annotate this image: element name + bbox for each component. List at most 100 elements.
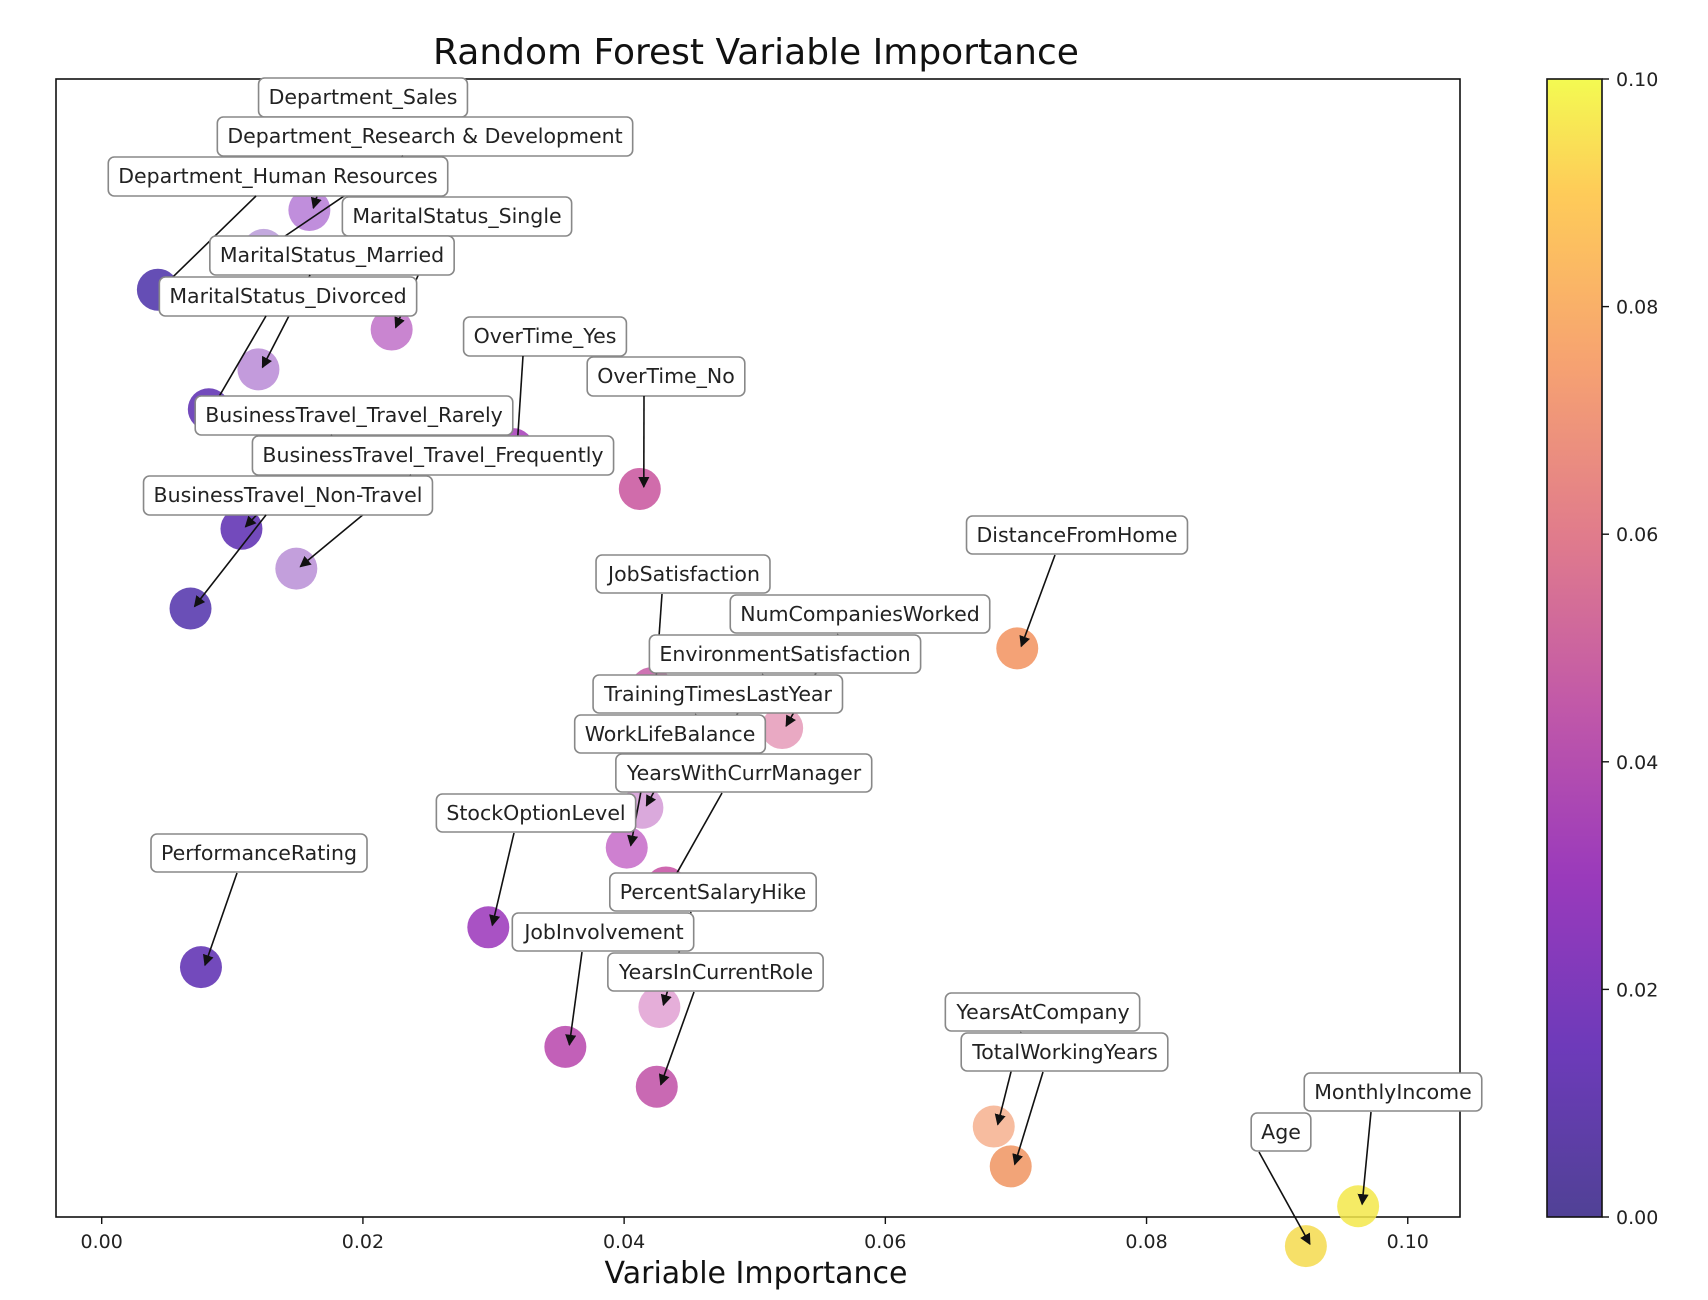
point-label: OverTime_Yes	[474, 324, 617, 349]
point-label: Age	[1261, 1120, 1301, 1144]
x-tick-label: 0.02	[342, 1231, 384, 1253]
point-annotation: YearsAtCompany	[944, 992, 1141, 1032]
point-label: WorkLifeBalance	[585, 722, 756, 746]
point-label-box	[592, 674, 844, 714]
point-arrow	[1019, 554, 1056, 648]
point-annotation: Department_Research & Development	[216, 116, 634, 157]
point-label-box	[194, 395, 514, 436]
colorbar	[1546, 78, 1603, 1218]
point-label-box	[965, 515, 1189, 555]
point-annotation: OverTime_Yes	[462, 316, 628, 357]
point-label: MonthlyIncome	[1314, 1080, 1472, 1104]
point-label-box	[608, 872, 818, 912]
point-label-box	[107, 156, 449, 197]
point-annotation: StockOptionLevel	[435, 793, 637, 833]
scatter-point	[467, 906, 510, 949]
scatter-point	[989, 1145, 1032, 1188]
point-annotation: TrainingTimesLastYear	[592, 674, 844, 714]
x-axis-label: Variable Importance	[605, 1256, 908, 1291]
point-label: MaritalStatus_Married	[220, 243, 444, 268]
points-layer: Department_Sales Department_Research & De…	[107, 77, 1483, 1268]
point-label-box	[648, 634, 922, 674]
point-label-box	[158, 276, 418, 317]
point-arrow	[489, 832, 515, 927]
point-label: PercentSalaryHike	[620, 880, 806, 904]
point-label: YearsWithCurrManager	[626, 761, 862, 785]
colorbar-tick-label: 0.08	[1616, 297, 1658, 319]
point-arrow	[658, 991, 695, 1086]
point-label-box	[607, 952, 824, 992]
point-annotation: YearsWithCurrManager	[615, 753, 873, 793]
point-label: BusinessTravel_Non-Travel	[154, 483, 423, 508]
point-label: DistanceFromHome	[977, 523, 1178, 547]
point-annotation: Age	[1250, 1112, 1312, 1152]
point-annotation: OverTime_No	[586, 356, 746, 397]
point-label: YearsInCurrentRole	[618, 960, 813, 984]
point-label-box	[209, 235, 455, 276]
point-label: YearsAtCompany	[955, 1000, 1129, 1024]
colorbar-tick-label: 0.00	[1616, 1207, 1658, 1229]
x-tick-label: 0.08	[1125, 1231, 1167, 1253]
point-label: MaritalStatus_Divorced	[169, 284, 406, 309]
point-annotation: BusinessTravel_Travel_Rarely	[194, 395, 514, 436]
point-annotation: BusinessTravel_Travel_Frequently	[251, 435, 615, 476]
point-arrow	[669, 792, 723, 887]
point-label-box	[1250, 1112, 1312, 1152]
scatter-point	[605, 826, 648, 869]
point-label: MaritalStatus_Single	[352, 204, 561, 229]
colorbar-ticks: 0.00 0.02 0.04 0.06 0.08 0.10	[1602, 69, 1658, 1229]
point-label: BusinessTravel_Travel_Rarely	[205, 403, 503, 428]
point-annotation: PercentSalaryHike	[608, 872, 818, 912]
point-label-box	[462, 316, 628, 357]
scatter-point	[1284, 1225, 1327, 1268]
point-label: OverTime_No	[597, 364, 735, 389]
point-arrow	[1357, 1111, 1372, 1206]
point-label: TrainingTimesLastYear	[603, 682, 832, 706]
point-annotation: MaritalStatus_Single	[341, 196, 573, 237]
x-axis-ticks: 0.00 0.02 0.04 0.06 0.08 0.10	[81, 1217, 1429, 1253]
scatter-point	[638, 986, 681, 1028]
point-annotation: MaritalStatus_Married	[209, 235, 455, 276]
point-annotation: MaritalStatus_Divorced	[158, 276, 418, 317]
point-annotation: Department_Sales	[257, 77, 469, 118]
scatter-point	[1337, 1185, 1380, 1228]
point-annotation: YearsInCurrentRole	[607, 952, 824, 992]
point-label-box	[729, 594, 991, 634]
point-annotation: BusinessTravel_Non-Travel	[142, 475, 434, 516]
scatter-point	[179, 946, 222, 989]
point-label-box	[960, 1032, 1169, 1072]
point-arrow	[193, 514, 267, 608]
point-arrow	[202, 872, 238, 967]
scatter-point	[635, 1065, 678, 1108]
colorbar-tick-label: 0.06	[1616, 524, 1658, 546]
point-arrow	[565, 951, 583, 1046]
point-label: EnvironmentSatisfaction	[659, 642, 910, 666]
point-annotation: TotalWorkingYears	[960, 1032, 1169, 1072]
point-label: Department_Research & Development	[227, 124, 622, 149]
point-label-box	[511, 912, 695, 952]
colorbar-tick-label: 0.02	[1616, 979, 1658, 1001]
point-annotation: MonthlyIncome	[1303, 1072, 1483, 1112]
scatter-point	[972, 1105, 1015, 1148]
point-label: TotalWorkingYears	[971, 1040, 1158, 1064]
point-annotation: NumCompaniesWorked	[729, 594, 991, 634]
point-label-box	[142, 475, 434, 516]
scatter-point	[544, 1025, 587, 1068]
point-label-box	[435, 793, 637, 833]
colorbar-tick-label: 0.10	[1616, 69, 1658, 91]
point-arrow	[161, 195, 257, 289]
point-annotation: JobInvolvement	[511, 912, 695, 952]
point-annotation: DistanceFromHome	[965, 515, 1189, 555]
chart-title: Random Forest Variable Importance	[433, 32, 1079, 73]
point-annotation: WorkLifeBalance	[573, 714, 767, 754]
point-label-box	[251, 435, 615, 476]
scatter-point	[618, 467, 661, 510]
x-tick-label: 0.04	[603, 1231, 645, 1253]
point-label: PerformanceRating	[161, 841, 357, 865]
point-label: JobSatisfaction	[606, 562, 760, 586]
point-label: BusinessTravel_Travel_Frequently	[262, 443, 603, 468]
point-label-box	[1303, 1072, 1483, 1112]
point-label-box	[573, 714, 767, 754]
point-label-box	[150, 833, 368, 873]
